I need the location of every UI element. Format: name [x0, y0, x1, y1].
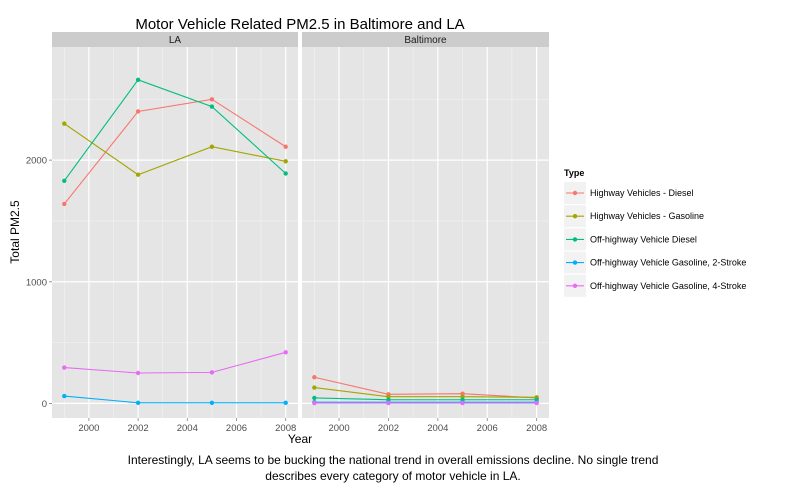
data-point-baltimore-highway-vehicles-diesel	[460, 391, 465, 396]
legend-label-off-highway-vehicle-gasoline-4-stroke: Off-highway Vehicle Gasoline, 4-Stroke	[590, 281, 746, 291]
data-point-la-highway-vehicles-gasoline	[62, 121, 67, 126]
legend-key-point	[572, 214, 578, 219]
data-point-la-off-highway-vehicle-diesel	[209, 104, 215, 109]
y-axis-ticks: 0 1000 2000	[26, 156, 52, 410]
facet-strip	[302, 32, 549, 47]
series-line-baltimore-off-highway-vehicle-diesel	[314, 397, 537, 401]
facet-panel-baltimore: Baltimore	[302, 32, 549, 418]
data-point-la-off-highway-vehicle-diesel	[62, 178, 67, 184]
data-point-la-off-highway-vehicle-gasoline-4-stroke	[283, 350, 288, 355]
data-point-la-highway-vehicles-gasoline	[209, 144, 215, 149]
data-point-baltimore-off-highway-vehicle-gasoline-4-stroke	[460, 400, 465, 406]
facet-panel-la: LA	[52, 32, 298, 418]
x-tick-label: 2002	[378, 423, 399, 434]
data-point-la-off-highway-vehicle-gasoline-2-stroke	[62, 393, 67, 399]
caption: Interestingly, LA seems to be bucking th…	[0, 452, 786, 484]
series-line-la-off-highway-vehicle-diesel	[63, 79, 287, 182]
data-point-baltimore-off-highway-vehicle-gasoline-4-stroke	[312, 400, 317, 406]
panel-background	[52, 47, 298, 418]
series-line-la-highway-vehicles-gasoline	[63, 123, 286, 176]
x-tick-label: 2000	[78, 423, 99, 434]
data-point-la-off-highway-vehicle-gasoline-2-stroke	[135, 400, 141, 405]
x-tick-label: 2006	[477, 423, 498, 434]
caption-line-2: describes every category of motor vehicl…	[265, 469, 521, 483]
data-point-la-off-highway-vehicle-gasoline-2-stroke	[209, 400, 215, 405]
data-point-la-highway-vehicles-diesel	[135, 109, 141, 114]
data-point-la-off-highway-vehicle-diesel	[135, 77, 141, 83]
series-line-la-off-highway-vehicle-gasoline-2-stroke	[64, 395, 286, 404]
data-point-baltimore-highway-vehicles-gasoline	[312, 385, 317, 390]
data-point-baltimore-highway-vehicles-diesel	[312, 375, 317, 380]
x-tick-label: 2000	[328, 423, 349, 434]
data-point-baltimore-off-highway-vehicle-gasoline-4-stroke	[386, 400, 391, 406]
legend-key-point	[572, 283, 578, 288]
facet-strip	[52, 32, 298, 47]
x-tick-label: 2008	[275, 423, 296, 434]
legend-label-highway-vehicles-gasoline: Highway Vehicles - Gasoline	[590, 211, 704, 221]
data-point-baltimore-highway-vehicles-gasoline	[460, 394, 465, 399]
x-axis-ticks: 2000 2002 2004 2006 2008 2000 2002 2004 2006 2008	[78, 418, 547, 434]
data-point-la-highway-vehicles-diesel	[209, 97, 215, 102]
data-point-la-off-highway-vehicle-diesel	[283, 171, 288, 176]
data-point-la-off-highway-vehicle-gasoline-2-stroke	[283, 400, 288, 405]
series-line-baltimore-highway-vehicles-gasoline	[314, 387, 537, 398]
legend-label-off-highway-vehicle-gasoline-2-stroke: Off-highway Vehicle Gasoline, 2-Stroke	[590, 258, 746, 268]
y-tick-label: 1000	[26, 277, 47, 288]
legend-key-point	[572, 260, 578, 265]
series-line-la-off-highway-vehicle-gasoline-4-stroke	[64, 351, 286, 374]
x-tick-label: 2004	[177, 423, 198, 434]
x-tick-label: 2002	[128, 423, 149, 434]
legend-label-off-highway-vehicle-diesel: Off-highway Vehicle Diesel	[590, 234, 697, 244]
data-point-baltimore-highway-vehicles-gasoline	[386, 394, 391, 399]
y-axis-title: Total PM2.5	[8, 200, 22, 264]
data-point-la-off-highway-vehicle-gasoline-4-stroke	[135, 370, 141, 376]
faceted-line-chart: Motor Vehicle Related PM2.5 in Baltimore…	[8, 16, 746, 446]
legend-key-point	[572, 237, 578, 242]
y-tick-label: 2000	[26, 156, 47, 167]
legend-key-point	[572, 190, 578, 196]
x-tick-label: 2006	[226, 423, 247, 434]
y-tick-label: 0	[42, 399, 47, 410]
legend: Type Highway Vehicles - Diesel Highway Ve…	[564, 168, 746, 297]
data-point-la-highway-vehicles-gasoline	[283, 159, 288, 164]
data-point-la-off-highway-vehicle-gasoline-4-stroke	[62, 365, 67, 370]
legend-title: Type	[564, 168, 584, 178]
chart-title: Motor Vehicle Related PM2.5 in Baltimore…	[135, 16, 464, 33]
facet-strip-label: LA	[169, 35, 182, 46]
series-line-baltimore-highway-vehicles-diesel	[314, 376, 537, 399]
series-line-la-highway-vehicles-diesel	[63, 98, 286, 205]
x-tick-label: 2008	[526, 423, 547, 434]
x-axis-title: Year	[288, 432, 312, 446]
data-point-baltimore-off-highway-vehicle-gasoline-4-stroke	[534, 400, 539, 406]
data-point-la-highway-vehicles-gasoline	[135, 172, 141, 177]
facet-strip-label: Baltimore	[404, 35, 447, 46]
data-point-la-off-highway-vehicle-gasoline-4-stroke	[209, 370, 215, 375]
panel-background	[302, 47, 549, 418]
caption-line-1: Interestingly, LA seems to be bucking th…	[127, 453, 659, 467]
data-point-la-highway-vehicles-diesel	[283, 144, 288, 149]
legend-label-highway-vehicles-diesel: Highway Vehicles - Diesel	[590, 188, 694, 198]
data-point-baltimore-off-highway-vehicle-diesel	[312, 395, 317, 401]
x-tick-label: 2004	[427, 423, 448, 434]
data-point-la-highway-vehicles-diesel	[62, 201, 67, 207]
